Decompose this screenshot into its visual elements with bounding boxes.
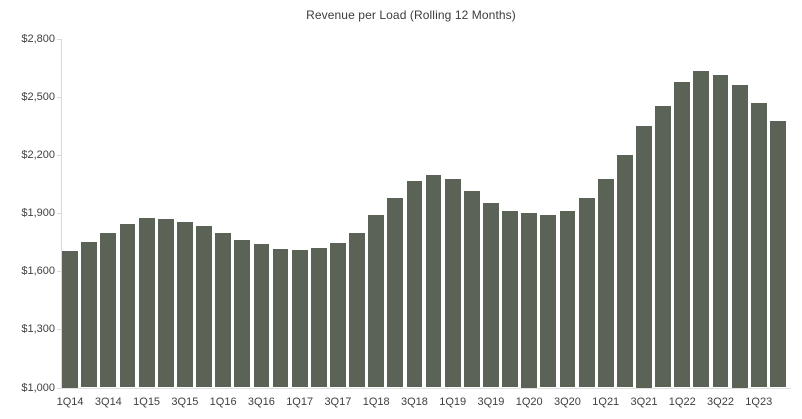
x-axis-label: 1Q19 bbox=[439, 396, 467, 408]
bar-3Q17 bbox=[330, 243, 346, 388]
y-axis-label: $1,300 bbox=[21, 323, 55, 336]
x-axis-label: 1Q15 bbox=[133, 396, 161, 408]
bar-4Q18 bbox=[425, 174, 442, 388]
y-axis-tick bbox=[56, 271, 61, 273]
x-axis-label: 1Q22 bbox=[668, 396, 696, 408]
bar-3Q20 bbox=[559, 211, 576, 388]
bar-2Q21 bbox=[616, 155, 633, 388]
bar-2Q23 bbox=[770, 121, 786, 388]
bar-4Q22 bbox=[731, 84, 748, 388]
x-axis-label: 1Q16 bbox=[209, 396, 237, 408]
x-axis-label: 3Q20 bbox=[554, 396, 581, 408]
bar-3Q16 bbox=[253, 244, 270, 388]
bar-4Q21 bbox=[655, 105, 672, 388]
bar-3Q14 bbox=[100, 232, 117, 388]
bar-2Q17 bbox=[310, 248, 327, 388]
bar-4Q14 bbox=[119, 223, 136, 388]
x-axis-label: 3Q21 bbox=[630, 396, 658, 408]
x-axis-line bbox=[61, 387, 791, 389]
x-axis-label: 1Q17 bbox=[286, 396, 314, 408]
bar-4Q20 bbox=[578, 197, 595, 388]
bar-3Q18 bbox=[406, 181, 423, 388]
bar-1Q23 bbox=[750, 102, 767, 388]
bar-2Q16 bbox=[234, 240, 251, 388]
y-axis-tick bbox=[56, 97, 61, 99]
chart-title: Revenue per Load (Rolling 12 Months) bbox=[306, 8, 516, 22]
x-axis-label: 1Q23 bbox=[745, 396, 773, 408]
bar-3Q19 bbox=[483, 202, 499, 388]
y-axis-tick bbox=[56, 39, 61, 40]
x-axis-label: 1Q18 bbox=[362, 396, 390, 408]
bar-1Q18 bbox=[368, 215, 385, 388]
x-axis-label: 1Q20 bbox=[515, 396, 543, 408]
x-axis-label: 1Q21 bbox=[592, 396, 620, 408]
y-axis-tick bbox=[56, 387, 61, 389]
bar-4Q19 bbox=[502, 211, 518, 388]
x-axis-label: 3Q22 bbox=[707, 396, 734, 408]
y-axis-label: $1,000 bbox=[21, 381, 55, 394]
bar-1Q21 bbox=[597, 179, 614, 388]
bar-2Q22 bbox=[693, 70, 710, 388]
bar-1Q19 bbox=[444, 179, 461, 388]
x-axis-label: 3Q15 bbox=[171, 396, 199, 408]
y-axis-tick bbox=[56, 213, 61, 215]
bar-4Q16 bbox=[272, 249, 289, 388]
x-axis-label: 1Q14 bbox=[56, 396, 84, 408]
y-axis-label: $1,600 bbox=[21, 265, 55, 278]
y-axis-tick bbox=[56, 155, 61, 157]
y-axis-label: $1,900 bbox=[21, 207, 55, 220]
bar-2Q20 bbox=[540, 215, 557, 388]
bar-3Q21 bbox=[636, 126, 652, 388]
y-axis-label: $2,200 bbox=[21, 149, 55, 162]
x-axis-label: 3Q18 bbox=[400, 396, 428, 408]
bar-1Q15 bbox=[138, 218, 155, 388]
bar-2Q14 bbox=[81, 242, 98, 388]
bar-2Q15 bbox=[157, 219, 174, 388]
x-axis-label: 3Q16 bbox=[247, 396, 275, 408]
bar-3Q15 bbox=[176, 221, 193, 388]
bar-2Q18 bbox=[387, 197, 404, 388]
y-axis-line bbox=[61, 39, 62, 389]
x-axis-label: 3Q14 bbox=[94, 396, 122, 408]
bar-1Q14 bbox=[62, 251, 78, 388]
x-axis-label: 3Q19 bbox=[477, 396, 505, 408]
bar-3Q22 bbox=[712, 74, 729, 388]
y-axis-label: $2,500 bbox=[21, 91, 55, 104]
bar-4Q17 bbox=[349, 232, 365, 388]
x-axis-label: 3Q17 bbox=[324, 396, 352, 408]
bar-2Q19 bbox=[463, 190, 480, 388]
y-axis-tick bbox=[56, 329, 61, 331]
y-axis-label: $2,800 bbox=[21, 33, 55, 45]
bar-1Q17 bbox=[291, 250, 308, 388]
bar-1Q22 bbox=[674, 81, 691, 388]
bar-1Q16 bbox=[215, 232, 232, 388]
bar-1Q20 bbox=[521, 213, 538, 388]
bar-4Q15 bbox=[196, 225, 212, 388]
